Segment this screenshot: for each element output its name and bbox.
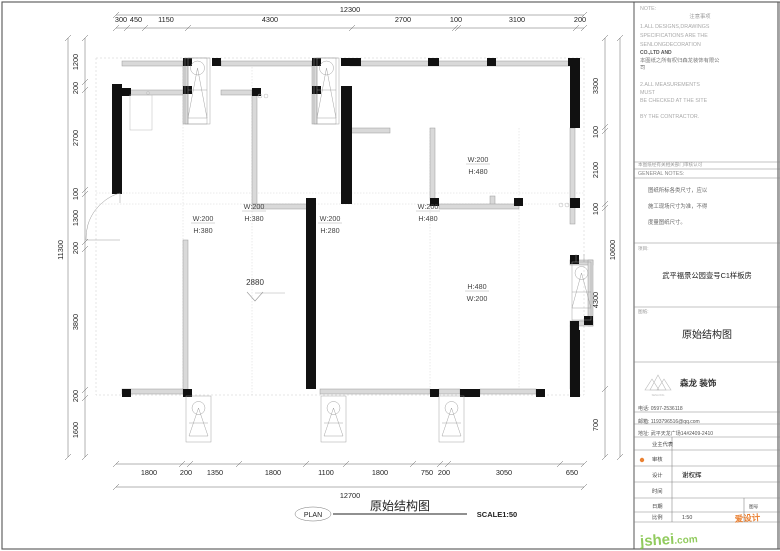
svg-text:100: 100: [591, 126, 600, 138]
svg-text:100: 100: [71, 188, 80, 200]
svg-text:SPECIFICATIONS ARE THE: SPECIFICATIONS ARE THE: [640, 33, 708, 39]
svg-text:图纸所标各类尺寸，应以: 图纸所标各类尺寸，应以: [648, 186, 708, 194]
svg-text:300: 300: [115, 15, 127, 24]
svg-text:1800: 1800: [141, 468, 157, 477]
svg-text:W:200: W:200: [193, 214, 214, 223]
svg-text:本图纸经有关相关部门审核认可: 本图纸经有关相关部门审核认可: [638, 161, 703, 168]
svg-text:200: 200: [71, 242, 80, 254]
svg-text:100: 100: [450, 15, 462, 24]
svg-text:H:280: H:280: [320, 226, 339, 235]
svg-text:1800: 1800: [265, 468, 281, 477]
svg-text:SENLONGDECORATION: SENLONGDECORATION: [640, 42, 701, 48]
svg-text:200: 200: [71, 82, 80, 94]
svg-text:原始结构图: 原始结构图: [370, 498, 430, 513]
svg-text:1100: 1100: [318, 468, 334, 477]
svg-text:W:200: W:200: [467, 294, 488, 303]
svg-text:NOTE:: NOTE:: [640, 6, 656, 12]
svg-text:10600: 10600: [608, 240, 617, 260]
svg-text:H:480: H:480: [467, 282, 486, 291]
svg-text:200: 200: [438, 468, 450, 477]
svg-text:450: 450: [130, 15, 142, 24]
svg-text:PLAN: PLAN: [304, 512, 322, 519]
svg-text:SCALE1:50: SCALE1:50: [477, 510, 517, 519]
svg-text:W:200: W:200: [244, 202, 265, 211]
svg-text:2.ALL MEASUREMENTS: 2.ALL MEASUREMENTS: [640, 82, 700, 88]
svg-text:2100: 2100: [591, 162, 600, 178]
svg-text:注意事项: 注意事项: [689, 12, 711, 20]
svg-text:H:480: H:480: [468, 167, 487, 176]
svg-text:H:380: H:380: [244, 214, 263, 223]
svg-text:3050: 3050: [496, 468, 512, 477]
svg-text:2700: 2700: [395, 15, 411, 24]
svg-text:200: 200: [71, 390, 80, 402]
svg-text:700: 700: [591, 419, 600, 431]
svg-text:1.ALL DESIGNS,DRAWINGS: 1.ALL DESIGNS,DRAWINGS: [640, 24, 710, 30]
svg-text:比例: 比例: [652, 513, 663, 521]
svg-text:度量图纸尺寸。: 度量图纸尺寸。: [648, 218, 686, 226]
svg-text:图纸:: 图纸:: [638, 308, 648, 315]
svg-text:日期: 日期: [652, 503, 663, 510]
svg-text:审核: 审核: [652, 455, 663, 463]
svg-text:200: 200: [574, 15, 586, 24]
svg-text:谢权辉: 谢权辉: [682, 470, 702, 479]
svg-text:时间: 时间: [652, 487, 663, 495]
svg-text:W:200: W:200: [468, 155, 489, 164]
svg-text:地址: 武平天龙广场14#2409-2410: 地址: 武平天龙广场14#2409-2410: [638, 430, 713, 437]
svg-text:设计: 设计: [652, 471, 663, 479]
svg-text:4300: 4300: [262, 15, 278, 24]
svg-text:森龙 装饰: 森龙 装饰: [680, 378, 717, 388]
svg-text:1150: 1150: [158, 15, 174, 24]
svg-text:业主代表: 业主代表: [652, 440, 674, 448]
svg-text:3800: 3800: [71, 314, 80, 330]
svg-text:100: 100: [591, 203, 600, 215]
svg-text:武平福景公园壹号C1样板房: 武平福景公园壹号C1样板房: [662, 271, 752, 280]
svg-text:爱设计: 爱设计: [734, 512, 761, 524]
svg-text:原始结构图: 原始结构图: [682, 328, 732, 341]
svg-text:3100: 3100: [509, 15, 525, 24]
svg-text:1800: 1800: [372, 468, 388, 477]
svg-text:1200: 1200: [71, 54, 80, 70]
svg-text:W:200: W:200: [320, 214, 341, 223]
svg-text:邮箱: 1193796516@qq.com: 邮箱: 1193796516@qq.com: [638, 418, 700, 425]
svg-text:11300: 11300: [56, 240, 65, 260]
svg-text:BY THE CONTRACTOR.: BY THE CONTRACTOR.: [640, 114, 699, 120]
svg-text:CO.,LTD AND: CO.,LTD AND: [640, 50, 672, 56]
svg-text:650: 650: [566, 468, 578, 477]
svg-text:SENLONG: SENLONG: [652, 393, 665, 397]
svg-text:电话: 0597-2536118: 电话: 0597-2536118: [638, 405, 683, 412]
svg-text:2880: 2880: [246, 278, 264, 287]
svg-text:1350: 1350: [207, 468, 223, 477]
svg-text:H:380: H:380: [193, 226, 212, 235]
svg-text:2700: 2700: [71, 130, 80, 146]
svg-text:司: 司: [640, 64, 645, 71]
svg-text:MUST: MUST: [640, 90, 656, 96]
svg-text:1600: 1600: [71, 422, 80, 438]
svg-text:1:50: 1:50: [682, 515, 692, 521]
svg-text:3300: 3300: [591, 78, 600, 94]
svg-text:施工现场尺寸为准，不得: 施工现场尺寸为准，不得: [648, 202, 708, 210]
svg-text:12700: 12700: [340, 491, 360, 500]
svg-text:4300: 4300: [591, 292, 600, 308]
svg-text:12300: 12300: [340, 5, 360, 14]
svg-text:H:480: H:480: [418, 214, 437, 223]
svg-text:W:200: W:200: [418, 202, 439, 211]
svg-text:200: 200: [180, 468, 192, 477]
svg-text:750: 750: [421, 468, 433, 477]
svg-text:BE CHECKED AT THE SITE: BE CHECKED AT THE SITE: [640, 98, 708, 104]
svg-text:本图纸之所有权归森龙装饰有限公: 本图纸之所有权归森龙装饰有限公: [640, 56, 720, 64]
svg-text:1300: 1300: [71, 210, 80, 226]
svg-text:GENERAL NOTES:: GENERAL NOTES:: [638, 171, 684, 177]
